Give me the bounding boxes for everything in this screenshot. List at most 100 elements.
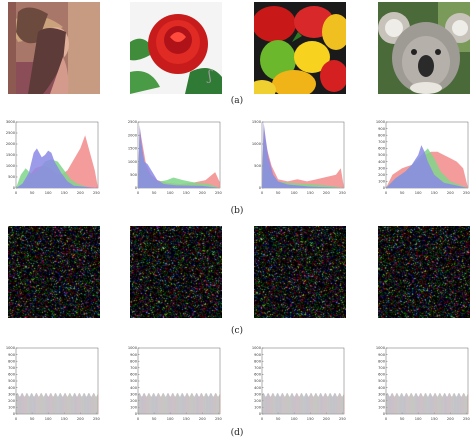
y-tick-label: 500 (254, 379, 262, 383)
y-tick-label: 500 (378, 153, 386, 157)
y-tick-label: 500 (8, 379, 16, 383)
x-tick-label: 50 (400, 191, 405, 195)
y-tick-label: 500 (130, 379, 138, 383)
y-tick-label: 1000 (376, 120, 386, 124)
rose-photo-art: ʃ (130, 2, 222, 94)
y-tick-label: 200 (378, 399, 386, 403)
y-tick-label: 0 (383, 186, 386, 190)
x-tick-label: 50 (30, 417, 35, 421)
y-tick-label: 0 (383, 412, 386, 416)
x-tick-label: 150 (431, 191, 439, 195)
y-tick-label: 400 (8, 386, 16, 390)
x-tick-label: 200 (199, 191, 207, 195)
x-tick-label: 100 (291, 191, 299, 195)
y-tick-label: 800 (378, 133, 386, 137)
x-tick-label: 100 (415, 191, 423, 195)
x-tick-label: 250 (93, 191, 100, 195)
encrypted-image-portrait (8, 226, 100, 318)
x-tick-label: 250 (215, 191, 222, 195)
x-tick-label: 0 (385, 417, 388, 421)
y-tick-label: 2500 (128, 120, 138, 124)
y-tick-label: 500 (8, 175, 16, 179)
y-tick-label: 1000 (252, 346, 262, 350)
y-tick-label: 2000 (128, 133, 138, 137)
y-tick-label: 100 (378, 180, 386, 184)
y-tick-label: 300 (8, 392, 16, 396)
y-tick-label: 600 (254, 373, 262, 377)
y-tick-label: 2500 (6, 131, 16, 135)
y-tick-label: 1500 (252, 120, 262, 124)
x-tick-label: 150 (183, 191, 191, 195)
x-tick-label: 100 (415, 417, 423, 421)
original-histogram-peppers: 0 50 100 150 200 250 0 500 1000 1500 (252, 120, 346, 195)
y-tick-label: 1000 (6, 164, 16, 168)
y-tick-label: 500 (130, 173, 138, 177)
encrypted-histogram-rose: 0 50 100 150 200 250 0 100 200 300 400 500 600 700 800… (128, 346, 222, 421)
x-tick-label: 100 (45, 417, 53, 421)
x-tick-label: 50 (152, 417, 157, 421)
y-tick-label: 900 (130, 353, 138, 357)
row-label-b: (b) (230, 206, 244, 216)
y-tick-label: 700 (8, 366, 16, 370)
y-tick-label: 0 (13, 186, 16, 190)
y-tick-label: 200 (8, 399, 16, 403)
x-tick-label: 150 (61, 417, 69, 421)
row-label-a: (a) (230, 96, 244, 106)
row-label-d: (d) (230, 428, 244, 438)
x-tick-label: 0 (261, 191, 264, 195)
y-tick-label: 600 (378, 147, 386, 151)
x-tick-label: 200 (447, 417, 455, 421)
koala-photo (378, 2, 470, 94)
y-tick-label: 300 (130, 392, 138, 396)
x-tick-label: 250 (463, 417, 470, 421)
y-tick-label: 600 (8, 373, 16, 377)
y-tick-label: 700 (378, 140, 386, 144)
x-tick-label: 250 (463, 191, 470, 195)
encrypted-histogram-koala: 0 50 100 150 200 250 0 100 200 300 400 500 600 700 800… (376, 346, 470, 421)
x-tick-label: 0 (137, 417, 140, 421)
x-tick-label: 50 (152, 191, 157, 195)
x-tick-label: 250 (339, 191, 346, 195)
svg-text:ʃ: ʃ (206, 68, 213, 84)
x-tick-label: 200 (447, 191, 455, 195)
y-tick-label: 1000 (128, 160, 138, 164)
y-tick-label: 1500 (128, 147, 138, 151)
y-tick-label: 800 (378, 359, 386, 363)
encrypted-image-peppers (254, 226, 346, 318)
y-tick-label: 700 (378, 366, 386, 370)
y-tick-label: 800 (130, 359, 138, 363)
y-tick-label: 200 (254, 399, 262, 403)
x-tick-label: 50 (400, 417, 405, 421)
y-tick-label: 800 (8, 359, 16, 363)
y-tick-label: 100 (378, 406, 386, 410)
blue-channel-area (138, 124, 220, 188)
x-tick-label: 200 (323, 191, 331, 195)
y-tick-label: 100 (8, 406, 16, 410)
y-tick-label: 0 (13, 412, 16, 416)
x-tick-label: 100 (167, 191, 175, 195)
blue-channel-area (16, 148, 98, 188)
x-tick-label: 200 (77, 417, 85, 421)
peppers-photo-art (254, 2, 346, 94)
y-tick-label: 900 (8, 353, 16, 357)
y-tick-label: 1000 (252, 142, 262, 146)
portrait-photo (8, 2, 100, 94)
x-tick-label: 100 (167, 417, 175, 421)
original-histogram-koala: 0 50 100 150 200 250 0 100 200 300 400 500 600 700 800… (376, 120, 470, 195)
y-tick-label: 700 (130, 366, 138, 370)
y-tick-label: 600 (130, 373, 138, 377)
koala-photo-art (378, 2, 470, 94)
y-tick-label: 2000 (6, 142, 16, 146)
y-tick-label: 900 (254, 353, 262, 357)
y-tick-label: 0 (135, 412, 138, 416)
x-tick-label: 50 (276, 417, 281, 421)
encrypted-histogram-portrait: 0 50 100 150 200 250 0 100 200 300 400 500 600 700 800… (6, 346, 100, 421)
x-tick-label: 100 (45, 191, 53, 195)
x-tick-label: 150 (307, 417, 315, 421)
x-tick-label: 150 (183, 417, 191, 421)
encrypted-histogram-peppers: 0 50 100 150 200 250 0 100 200 300 400 500 600 700 800… (252, 346, 346, 421)
y-tick-label: 0 (259, 186, 262, 190)
x-tick-label: 0 (15, 191, 18, 195)
